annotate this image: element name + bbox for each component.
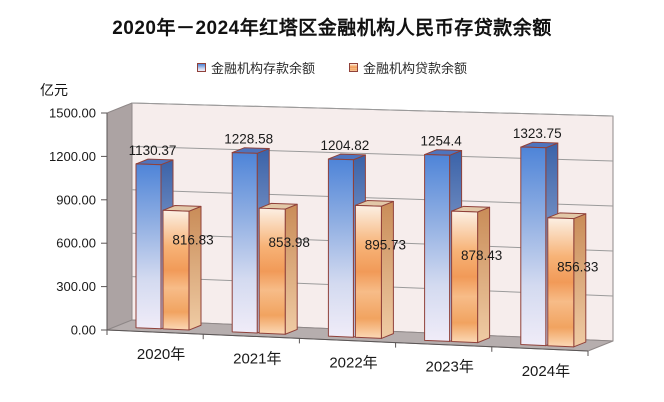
bar-loan-1-front [258,207,286,335]
y-tick-label: 1500.00 [49,106,96,121]
bar-loan-2-front [354,204,382,339]
legend-label-loan: 金融机构贷款余额 [363,61,468,76]
chart-title: 2020年－2024年红塔区金融机构人民币存贷款余额 [112,18,552,39]
y-tick-label: 0.00 [71,323,96,338]
data-label-deposit-4: 1323.75 [513,126,562,141]
x-category-label-2: 2022年 [329,355,377,372]
y-tick-label: 1200.00 [49,149,96,164]
legend-item-deposit: 金融机构存款余额 [196,58,315,77]
bar-deposit-0-front [135,163,162,330]
legend-item-loan: 金融机构贷款余额 [349,58,467,77]
data-label-loan-1: 853.98 [269,235,310,250]
y-tick-label: 600.00 [56,236,96,251]
data-label-deposit-3: 1254.4 [420,134,462,149]
x-category-label-4: 2024年 [522,363,570,380]
data-label-deposit-0: 1130.37 [129,143,177,158]
x-category-label-3: 2023年 [426,359,474,376]
bar-loan-0-front [162,209,190,331]
data-label-loan-0: 816.83 [172,232,213,247]
chart-legend: 金融机构存款余额 金融机构贷款余额 [0,58,664,77]
x-category-label-0: 2020年 [137,346,185,363]
x-axis-line [106,329,589,352]
y-axis-unit-label: 亿元 [40,82,68,98]
gridline-1500 [131,102,614,117]
y-tick-label: 900.00 [56,192,96,207]
bar-deposit-1-front [231,152,258,334]
legend-swatch-loan-icon [349,63,358,72]
bar-loan-4-side [573,213,587,348]
data-label-loan-2: 895.73 [365,237,406,252]
bar-deposit-2-front [327,158,354,338]
bar-loan-2-side [380,200,394,339]
data-label-loan-4: 856.33 [557,260,598,275]
bar-loan-0-side [188,205,202,331]
data-label-deposit-1: 1228.58 [224,132,273,147]
bar-loan-1-side [284,203,298,335]
bar-deposit-4-front [520,146,547,347]
data-label-deposit-2: 1204.82 [320,138,369,153]
data-label-loan-3: 878.43 [461,248,502,263]
x-category-label-1: 2021年 [233,350,281,367]
bar-deposit-3-front [424,154,451,342]
side-wall [106,102,133,331]
legend-label-deposit: 金融机构存款余额 [210,61,315,76]
bar-loan-3-side [477,206,491,344]
legend-swatch-deposit-icon [196,63,206,72]
bar-loan-3-front [451,210,479,344]
y-tick-label: 300.00 [56,279,96,294]
bar-loan-4-front [547,217,575,348]
